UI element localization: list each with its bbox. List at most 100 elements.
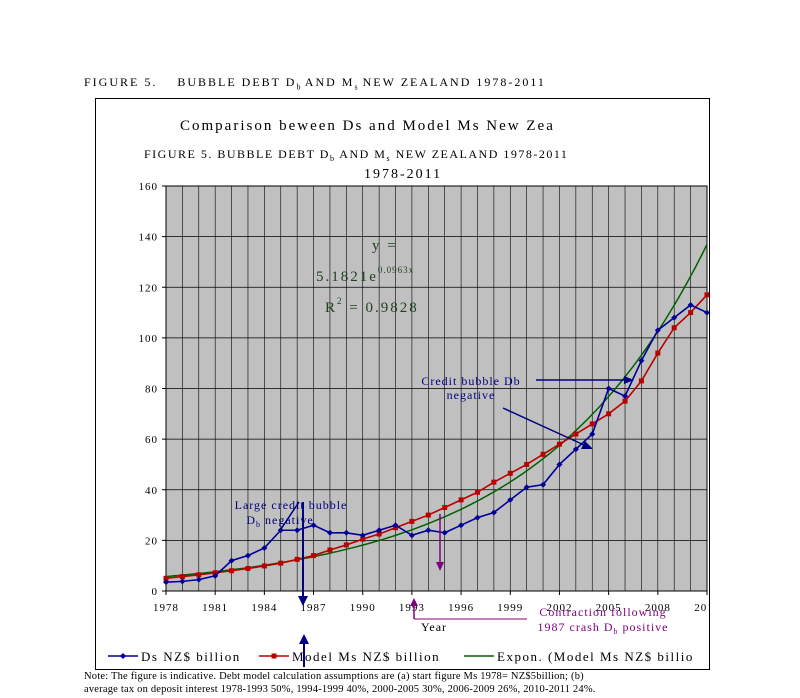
series-model-ms-point bbox=[491, 479, 497, 485]
series-ds-point bbox=[294, 527, 301, 534]
annotation-contraction-line-1: Contraction following bbox=[539, 605, 666, 619]
figure-caption-lead: BUBBLE DEBT D bbox=[177, 75, 297, 89]
annotation-credit-bubble-arrowhead-2 bbox=[581, 441, 593, 449]
annotation-large-bubble-pointer bbox=[280, 501, 300, 530]
series-model-ms-point bbox=[245, 565, 251, 571]
series-model-ms-point bbox=[606, 411, 612, 417]
series-ds-point bbox=[277, 527, 284, 534]
trend-r-squared: R2 = 0.9828 bbox=[325, 296, 419, 316]
chart-subtitle: FIGURE 5. BUBBLE DEBT Db AND Ms NEW ZEAL… bbox=[144, 147, 568, 163]
series-model-ms-point bbox=[688, 310, 694, 316]
chart-subtitle-mid: AND M bbox=[335, 147, 386, 161]
footnote-line-2: average tax on deposit interest 1978-199… bbox=[84, 684, 596, 695]
series-ds-point bbox=[376, 527, 383, 534]
footnote: Note: The figure is indicative. Debt mod… bbox=[84, 670, 794, 696]
series-model-ms-point bbox=[655, 350, 661, 356]
legend: Ds NZ$ billion Model Ms NZ$ billion Expon.… bbox=[108, 649, 692, 664]
legend-ds-marker bbox=[120, 653, 126, 659]
series-model-ms-point bbox=[343, 542, 349, 548]
series-model-ms-point bbox=[589, 421, 595, 427]
trend-r-value: = 0.9828 bbox=[344, 300, 419, 316]
footnote-line-1: Note: The figure is indicative. Debt mod… bbox=[84, 671, 584, 682]
series-ds-point bbox=[556, 461, 563, 468]
annotation-contraction-line-2: 1987 crash Db positive bbox=[538, 620, 669, 636]
annotation-credit-bubble-arrow-2 bbox=[502, 407, 585, 446]
figure-caption-sub-s: s bbox=[354, 82, 358, 92]
series-model-ms-point bbox=[474, 489, 480, 495]
series-ds-point bbox=[359, 532, 366, 539]
series-model-ms-point bbox=[458, 497, 464, 503]
trend-equation-exponent: 0.0963x bbox=[378, 265, 414, 275]
series-model-ms-point bbox=[409, 518, 415, 524]
annotation-contraction-rest: positive bbox=[618, 620, 668, 634]
chart-subtitle-years: 1978-2011 bbox=[364, 167, 442, 182]
x-tick-label: 1978 bbox=[153, 602, 179, 614]
x-tick-label: 2005 bbox=[596, 602, 622, 614]
trend-equation-line-1: y = bbox=[372, 238, 398, 254]
annotation-contraction-arrowhead-up bbox=[410, 598, 418, 606]
figure-caption-sub-b: b bbox=[296, 82, 301, 92]
chart: Comparison beween Ds and Model Ms New Ze… bbox=[108, 118, 709, 667]
legend-area-arrowhead bbox=[299, 634, 309, 644]
series-ds-point bbox=[458, 522, 465, 529]
series-ds-point bbox=[244, 552, 251, 559]
series-model-ms-point bbox=[311, 553, 317, 559]
series-ds-point bbox=[261, 544, 268, 551]
series-model-ms-point bbox=[442, 504, 448, 510]
series-ds-point bbox=[326, 529, 333, 536]
x-tick-label: 1984 bbox=[251, 602, 277, 614]
x-tick-label: 1990 bbox=[350, 602, 376, 614]
series-ds-point bbox=[589, 431, 596, 438]
series-ds-point bbox=[605, 385, 612, 392]
series-model-ms-point bbox=[294, 556, 300, 562]
series-model-ms-point bbox=[573, 431, 579, 437]
series-ds-point bbox=[195, 576, 202, 583]
series-model-ms-point bbox=[360, 536, 366, 542]
legend-model-ms-label: Model Ms NZ$ billion bbox=[292, 649, 440, 664]
chart-title: Comparison beween Ds and Model Ms New Ze… bbox=[180, 118, 555, 134]
y-tick-label: 20 bbox=[145, 535, 158, 547]
figure-caption-tail: NEW ZEALAND 1978-2011 bbox=[357, 75, 546, 89]
y-tick-label: 160 bbox=[139, 181, 159, 193]
series-ds-point bbox=[671, 314, 678, 321]
series-ds-point bbox=[622, 393, 629, 400]
annotation-large-bubble-line-1: Large credit bubble bbox=[235, 498, 348, 512]
series-model-ms-point bbox=[507, 470, 513, 476]
series-ds-point bbox=[490, 509, 497, 516]
series-model-ms-point bbox=[278, 560, 284, 566]
series-model-ms-point bbox=[638, 378, 644, 384]
y-tick-label: 140 bbox=[139, 232, 159, 244]
annotation-large-bubble-sub: b bbox=[256, 520, 261, 529]
series-ds-point bbox=[179, 578, 186, 585]
series-ds-point bbox=[163, 579, 169, 586]
series-ds-point bbox=[474, 514, 481, 521]
x-tick-label: 2011 bbox=[694, 602, 709, 614]
series-ds-point bbox=[212, 572, 219, 579]
x-tick-label: 1999 bbox=[497, 602, 523, 614]
figure-caption: FIGURE 5. BUBBLE DEBT Db AND Ms NEW ZEAL… bbox=[84, 75, 546, 91]
series-model-ms-point bbox=[540, 451, 546, 457]
series-model-ms-point bbox=[704, 292, 709, 298]
series-ds-point bbox=[507, 496, 514, 503]
series-model-ms-point bbox=[179, 574, 185, 580]
annotation-large-bubble-arrowhead bbox=[298, 596, 308, 606]
series-ds-point bbox=[392, 522, 399, 529]
chart-subtitle-sub-b: b bbox=[330, 154, 336, 163]
series-model-ms-point bbox=[327, 547, 333, 553]
series-ds-point bbox=[572, 446, 579, 453]
series-model-ms-point bbox=[212, 570, 218, 576]
y-tick-label: 0 bbox=[152, 586, 159, 598]
series-model-ms-point bbox=[671, 325, 677, 331]
series-ds-point bbox=[687, 301, 694, 308]
series-model-ms-point bbox=[425, 512, 431, 518]
x-tick-label: 1993 bbox=[399, 602, 425, 614]
series-ds-point bbox=[441, 529, 448, 536]
trend-r-symbol: R bbox=[325, 300, 337, 316]
y-tick-label: 80 bbox=[145, 384, 158, 396]
annotation-credit-bubble-line-1: Credit bubble Db bbox=[421, 374, 520, 388]
series-model-ms-point bbox=[556, 441, 562, 447]
annotation-contraction-arrowhead-down bbox=[436, 562, 444, 571]
series-model-ms-line bbox=[165, 294, 708, 580]
x-tick-label: 1996 bbox=[448, 602, 474, 614]
y-tick-label: 40 bbox=[145, 485, 158, 497]
